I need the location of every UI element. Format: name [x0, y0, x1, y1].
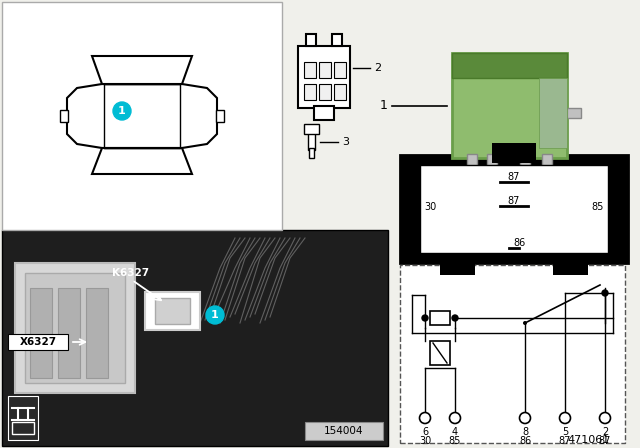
- Bar: [104, 84, 180, 148]
- Bar: [539, 78, 567, 148]
- Text: 4: 4: [452, 427, 458, 437]
- Bar: [400, 155, 628, 263]
- Text: 1: 1: [211, 310, 219, 320]
- Circle shape: [422, 315, 428, 321]
- Bar: [58, 288, 80, 378]
- Bar: [304, 84, 316, 100]
- Bar: [452, 53, 567, 78]
- Text: 2: 2: [374, 63, 381, 73]
- Text: 2: 2: [602, 427, 608, 437]
- Text: 3: 3: [342, 137, 349, 147]
- Text: 1: 1: [118, 106, 126, 116]
- Polygon shape: [67, 84, 217, 148]
- Bar: [520, 154, 530, 174]
- Bar: [8, 396, 38, 440]
- Text: 30: 30: [424, 202, 436, 212]
- Bar: [15, 263, 135, 393]
- Bar: [334, 84, 346, 100]
- Text: 86: 86: [513, 238, 525, 248]
- Text: 154004: 154004: [324, 426, 364, 436]
- Bar: [155, 298, 190, 324]
- Text: 1: 1: [380, 99, 388, 112]
- Bar: [332, 34, 342, 46]
- Bar: [305, 422, 383, 440]
- Circle shape: [419, 413, 431, 423]
- Bar: [8, 334, 68, 350]
- Bar: [319, 84, 331, 100]
- Circle shape: [559, 413, 570, 423]
- Polygon shape: [92, 56, 192, 84]
- Bar: [306, 34, 316, 46]
- Bar: [216, 110, 224, 122]
- Bar: [12, 422, 34, 434]
- Bar: [400, 265, 625, 443]
- Bar: [430, 311, 450, 325]
- Bar: [487, 154, 497, 174]
- Bar: [2, 2, 282, 230]
- Circle shape: [602, 290, 608, 296]
- Bar: [319, 62, 331, 78]
- Bar: [308, 130, 315, 150]
- Text: 87: 87: [599, 436, 611, 446]
- Bar: [467, 154, 477, 174]
- Circle shape: [206, 306, 224, 324]
- Bar: [298, 46, 350, 108]
- Circle shape: [113, 102, 131, 120]
- Circle shape: [452, 315, 458, 321]
- Bar: [60, 110, 68, 122]
- Bar: [25, 273, 125, 383]
- Text: 87: 87: [559, 436, 571, 446]
- Bar: [440, 253, 475, 275]
- Text: 87: 87: [508, 172, 520, 182]
- Bar: [309, 148, 314, 158]
- Bar: [86, 288, 108, 378]
- Bar: [567, 108, 581, 118]
- Text: 8: 8: [522, 427, 528, 437]
- Bar: [30, 288, 52, 378]
- Circle shape: [523, 321, 527, 325]
- Bar: [304, 124, 319, 134]
- Circle shape: [600, 413, 611, 423]
- Text: 30: 30: [419, 436, 431, 446]
- Bar: [420, 165, 608, 253]
- Bar: [400, 199, 420, 219]
- Bar: [542, 154, 552, 174]
- Text: 6: 6: [422, 427, 428, 437]
- Text: 85: 85: [449, 436, 461, 446]
- Text: 87: 87: [508, 196, 520, 206]
- Bar: [145, 292, 200, 330]
- Text: X6327: X6327: [19, 337, 56, 347]
- Bar: [314, 106, 334, 120]
- Text: 5: 5: [562, 427, 568, 437]
- Text: 471061: 471061: [568, 435, 610, 445]
- Circle shape: [520, 413, 531, 423]
- Text: 85: 85: [592, 202, 604, 212]
- Bar: [304, 62, 316, 78]
- Bar: [334, 62, 346, 78]
- Bar: [452, 53, 567, 158]
- Bar: [2, 230, 388, 446]
- Bar: [430, 341, 450, 365]
- Bar: [608, 199, 628, 219]
- Circle shape: [449, 413, 461, 423]
- Text: K6327: K6327: [112, 268, 149, 278]
- Polygon shape: [92, 148, 192, 174]
- Bar: [553, 253, 588, 275]
- Text: 86: 86: [519, 436, 531, 446]
- Bar: [492, 143, 536, 163]
